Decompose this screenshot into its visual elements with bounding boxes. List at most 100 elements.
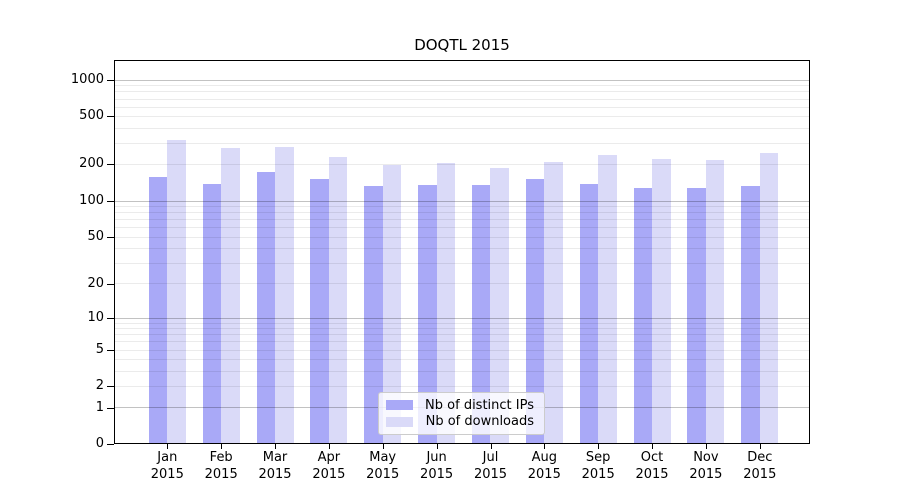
x-tick-jul	[490, 444, 492, 449]
bar-oct-downloads	[652, 158, 671, 443]
bar-sep-downloads	[598, 154, 617, 443]
x-tick-label-sep: Sep 2015	[581, 450, 615, 482]
y-tick-label-100: 100	[79, 192, 104, 208]
legend-label-downloads: Nb of downloads	[425, 414, 534, 430]
x-tick-feb	[221, 444, 223, 449]
bar-may-distinct-ips	[364, 186, 383, 443]
gridline-500	[115, 116, 809, 118]
x-tick-dec	[759, 444, 761, 449]
legend: Nb of distinct IPs Nb of downloads	[378, 392, 545, 435]
y-tick-2	[107, 386, 114, 388]
y-tick-label-2: 2	[95, 378, 104, 394]
gridline-2	[115, 386, 809, 388]
gridline-100	[115, 200, 809, 202]
x-tick-label-mar: Mar 2015	[258, 450, 292, 482]
x-tick-label-jul: Jul 2015	[473, 450, 508, 482]
gridline-20	[115, 283, 809, 285]
y-tick-label-200: 200	[79, 156, 104, 172]
bar-dec-downloads	[759, 153, 779, 443]
y-tick-200	[107, 164, 114, 166]
y-tick-label-5: 5	[95, 341, 104, 357]
x-tick-label-feb: Feb 2015	[204, 450, 238, 482]
plot-area	[114, 60, 810, 444]
gridline-600	[115, 106, 809, 108]
x-tick-oct	[652, 444, 653, 449]
bar-sep-distinct-ips	[579, 184, 599, 443]
x-tick-label-apr: Apr 2015	[312, 450, 346, 482]
gridline-10	[115, 317, 809, 319]
x-tick-aug	[544, 444, 546, 449]
y-tick-500	[107, 116, 114, 118]
y-tick-10	[107, 317, 114, 319]
legend-swatch-downloads	[386, 416, 413, 427]
y-tick-50	[107, 236, 114, 238]
bar-apr-downloads	[328, 157, 348, 443]
gridline-70	[115, 219, 809, 221]
bar-jan-distinct-ips	[148, 176, 168, 443]
bar-mar-distinct-ips	[256, 171, 276, 443]
legend-item-distinct-ips: Nb of distinct IPs	[386, 397, 534, 414]
y-tick-1000	[107, 79, 114, 81]
bar-nov-downloads	[705, 159, 725, 443]
gridline-900	[115, 85, 809, 87]
x-tick-apr	[328, 444, 330, 449]
gridline-1000	[115, 79, 809, 81]
y-tick-label-20: 20	[87, 275, 104, 291]
y-tick-5	[107, 349, 114, 351]
x-tick-mar	[275, 444, 276, 449]
gridline-300	[115, 143, 809, 145]
x-tick-nov	[705, 444, 707, 449]
gridline-60	[115, 227, 809, 229]
bar-jun-distinct-ips	[418, 184, 437, 443]
bar-aug-distinct-ips	[525, 178, 545, 443]
y-tick-20	[107, 283, 114, 285]
x-tick-label-oct: Oct 2015	[635, 450, 669, 482]
y-tick-label-0: 0	[95, 436, 104, 451]
bar-feb-distinct-ips	[202, 184, 222, 443]
x-tick-label-dec: Dec 2015	[743, 450, 777, 482]
gridline-8	[115, 328, 809, 330]
x-tick-label-may: May 2015	[366, 450, 400, 482]
gridline-5	[115, 349, 809, 351]
bar-feb-downloads	[221, 148, 240, 443]
bar-apr-distinct-ips	[310, 178, 329, 443]
gridline-200	[115, 164, 809, 166]
bar-mar-downloads	[275, 147, 294, 443]
x-tick-may	[382, 444, 384, 449]
bar-jul-distinct-ips	[471, 184, 491, 443]
gridline-3	[115, 370, 809, 372]
bar-may-downloads	[382, 164, 402, 443]
y-tick-label-1000: 1000	[70, 71, 104, 87]
y-tick-1	[107, 407, 114, 409]
x-tick-jun	[436, 444, 438, 449]
gridline-400	[115, 127, 809, 129]
bar-dec-distinct-ips	[741, 186, 760, 443]
gridline-6	[115, 341, 809, 343]
gridline-9	[115, 322, 809, 324]
bar-jun-downloads	[436, 162, 456, 443]
gridline-50	[115, 236, 809, 238]
legend-swatch-distinct-ips	[386, 400, 413, 411]
bar-jul-downloads	[490, 167, 509, 443]
x-tick-sep	[598, 444, 600, 449]
y-tick-0	[107, 444, 114, 445]
y-tick-label-50: 50	[87, 228, 104, 244]
x-tick-jan	[167, 444, 169, 449]
y-tick-label-1: 1	[95, 399, 104, 415]
x-tick-label-nov: Nov 2015	[689, 450, 723, 482]
legend-item-downloads: Nb of downloads	[386, 414, 534, 431]
bar-aug-downloads	[544, 162, 563, 443]
gridline-4	[115, 359, 809, 361]
x-tick-label-jun: Jun 2015	[420, 450, 454, 482]
gridline-30	[115, 262, 809, 264]
bar-jan-downloads	[167, 139, 186, 443]
chart-title: DOQTL 2015	[414, 36, 510, 54]
bar-nov-distinct-ips	[687, 188, 706, 443]
gridline-800	[115, 91, 809, 93]
bar-oct-distinct-ips	[633, 187, 653, 443]
x-tick-label-aug: Aug 2015	[527, 450, 561, 482]
gridline-80	[115, 212, 809, 214]
gridline-700	[115, 98, 809, 100]
y-tick-label-500: 500	[79, 108, 104, 124]
